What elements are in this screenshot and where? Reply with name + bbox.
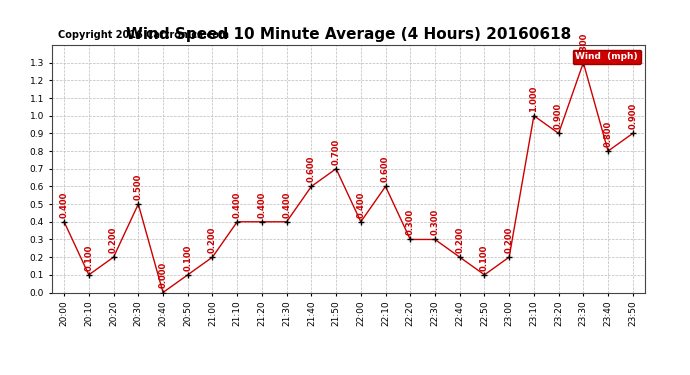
- Text: 1.000: 1.000: [529, 85, 538, 111]
- Text: 0.600: 0.600: [381, 156, 390, 182]
- Title: Wind Speed 10 Minute Average (4 Hours) 20160618: Wind Speed 10 Minute Average (4 Hours) 2…: [126, 27, 571, 42]
- Text: 0.300: 0.300: [406, 209, 415, 235]
- Text: 0.800: 0.800: [604, 121, 613, 147]
- Text: 0.200: 0.200: [109, 226, 118, 253]
- Text: 0.200: 0.200: [208, 226, 217, 253]
- Text: 0.700: 0.700: [332, 138, 341, 165]
- Text: 0.100: 0.100: [480, 244, 489, 271]
- Text: 0.100: 0.100: [84, 244, 93, 271]
- Text: 0.200: 0.200: [455, 226, 464, 253]
- Text: 0.400: 0.400: [233, 191, 241, 217]
- Text: 0.400: 0.400: [257, 191, 266, 217]
- Text: 0.200: 0.200: [504, 226, 513, 253]
- Text: 0.400: 0.400: [282, 191, 291, 217]
- Legend: Wind  (mph): Wind (mph): [573, 50, 640, 64]
- Text: 0.300: 0.300: [431, 209, 440, 235]
- Text: 0.400: 0.400: [59, 191, 68, 217]
- Text: Copyright 2016 Cartronics.com: Copyright 2016 Cartronics.com: [58, 30, 228, 40]
- Text: 0.000: 0.000: [159, 262, 168, 288]
- Text: 0.400: 0.400: [356, 191, 365, 217]
- Text: 0.500: 0.500: [134, 174, 143, 200]
- Text: 0.100: 0.100: [184, 244, 193, 271]
- Text: 0.900: 0.900: [629, 103, 638, 129]
- Text: 0.600: 0.600: [307, 156, 316, 182]
- Text: 1.300: 1.300: [579, 32, 588, 58]
- Text: 0.900: 0.900: [554, 103, 563, 129]
